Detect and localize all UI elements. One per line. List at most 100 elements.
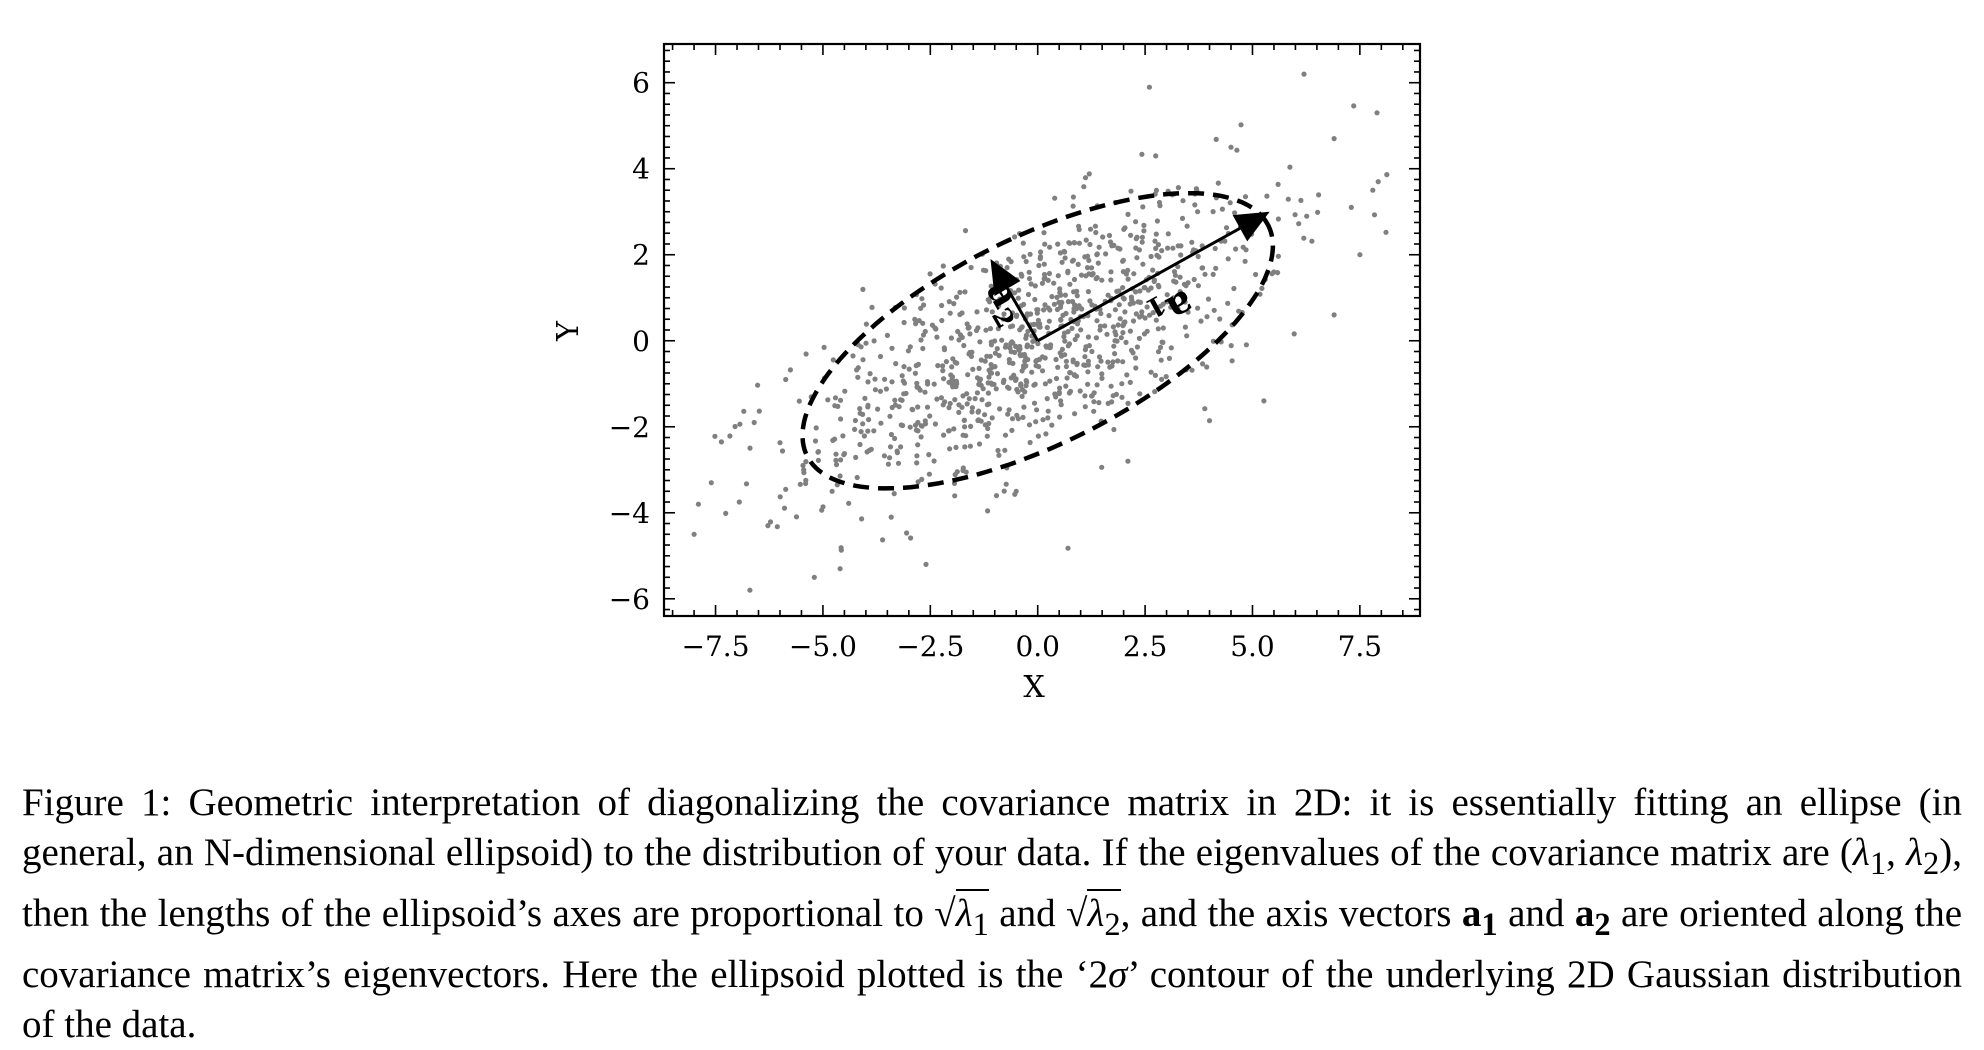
data-point bbox=[878, 420, 884, 426]
data-point bbox=[919, 476, 925, 482]
data-point bbox=[914, 380, 920, 386]
data-point bbox=[1027, 439, 1033, 446]
data-point bbox=[1071, 240, 1077, 246]
y-tick-label: −2 bbox=[609, 411, 650, 444]
data-point bbox=[1006, 407, 1012, 413]
data-point bbox=[901, 380, 908, 386]
data-point bbox=[1013, 376, 1019, 382]
data-point bbox=[1023, 363, 1029, 369]
data-point bbox=[1217, 316, 1223, 322]
data-point bbox=[858, 344, 864, 350]
data-point bbox=[954, 360, 960, 366]
data-point bbox=[1053, 356, 1059, 363]
data-point bbox=[1123, 339, 1129, 345]
data-point bbox=[1055, 364, 1061, 370]
data-point bbox=[940, 363, 946, 369]
data-point bbox=[783, 486, 789, 492]
data-point bbox=[957, 311, 963, 318]
data-point bbox=[1049, 294, 1055, 300]
data-point bbox=[1150, 267, 1156, 273]
data-point bbox=[975, 325, 981, 331]
data-point bbox=[1124, 372, 1130, 378]
data-point bbox=[1148, 285, 1154, 291]
data-point bbox=[1180, 198, 1186, 204]
data-point bbox=[974, 390, 981, 396]
data-point bbox=[859, 516, 865, 522]
data-point bbox=[712, 433, 718, 439]
data-point bbox=[1348, 204, 1354, 210]
data-point bbox=[1151, 278, 1157, 284]
data-point bbox=[1147, 312, 1153, 318]
x-tick-label: 0.0 bbox=[1015, 630, 1060, 663]
data-point bbox=[1085, 369, 1091, 375]
data-point bbox=[1192, 202, 1198, 208]
data-point bbox=[1043, 343, 1049, 349]
data-point bbox=[918, 337, 924, 343]
caption-text-4: are oriented along the covariance matrix… bbox=[22, 891, 1962, 996]
data-point bbox=[949, 374, 956, 380]
data-point bbox=[1018, 383, 1024, 389]
data-point bbox=[862, 395, 868, 401]
data-point bbox=[796, 398, 802, 404]
data-point bbox=[934, 334, 940, 340]
data-point bbox=[1153, 317, 1159, 323]
data-point bbox=[1228, 144, 1234, 150]
data-point bbox=[889, 404, 895, 411]
data-point bbox=[993, 493, 1000, 499]
data-point bbox=[1094, 251, 1100, 257]
data-point bbox=[829, 488, 835, 494]
data-point bbox=[1100, 234, 1106, 240]
data-point bbox=[1016, 346, 1022, 352]
data-point bbox=[833, 451, 839, 457]
data-point bbox=[1062, 338, 1068, 344]
data-point bbox=[1154, 218, 1160, 224]
data-point bbox=[1195, 253, 1201, 260]
data-point bbox=[1291, 331, 1297, 337]
data-point bbox=[1148, 369, 1154, 375]
data-point bbox=[1037, 321, 1043, 327]
data-point bbox=[1133, 311, 1139, 317]
data-point bbox=[915, 404, 921, 410]
data-point bbox=[1039, 368, 1046, 374]
data-point bbox=[1165, 245, 1171, 251]
data-point bbox=[860, 286, 866, 292]
data-point bbox=[860, 411, 866, 417]
data-point bbox=[957, 289, 963, 295]
data-point bbox=[1044, 396, 1050, 402]
data-point bbox=[1047, 307, 1053, 313]
data-point bbox=[962, 289, 968, 295]
data-point bbox=[898, 444, 904, 450]
data-point bbox=[1097, 327, 1103, 333]
data-point bbox=[947, 400, 953, 407]
data-point bbox=[1157, 303, 1164, 309]
data-point bbox=[947, 310, 953, 316]
data-point bbox=[1210, 271, 1216, 277]
data-point bbox=[860, 357, 866, 363]
data-point bbox=[1034, 407, 1040, 413]
data-point bbox=[1045, 408, 1051, 414]
data-point bbox=[1242, 258, 1248, 264]
data-point bbox=[1152, 238, 1158, 244]
data-point bbox=[797, 481, 803, 487]
data-point bbox=[1121, 296, 1127, 302]
data-point bbox=[987, 326, 994, 332]
data-point bbox=[997, 296, 1003, 302]
data-point bbox=[777, 440, 783, 446]
data-point bbox=[1074, 361, 1080, 368]
data-point bbox=[914, 453, 920, 459]
data-point bbox=[1275, 253, 1281, 259]
data-point bbox=[889, 379, 895, 385]
data-point bbox=[1236, 308, 1242, 314]
data-point bbox=[1105, 359, 1111, 365]
data-point bbox=[1038, 249, 1044, 255]
data-point bbox=[952, 472, 958, 478]
data-point bbox=[865, 379, 871, 385]
data-point bbox=[1032, 296, 1038, 303]
data-point bbox=[1152, 389, 1158, 395]
data-point bbox=[803, 459, 809, 465]
data-point bbox=[1057, 290, 1063, 296]
data-point bbox=[1231, 285, 1237, 292]
data-point bbox=[1137, 288, 1143, 294]
data-point bbox=[943, 359, 950, 365]
